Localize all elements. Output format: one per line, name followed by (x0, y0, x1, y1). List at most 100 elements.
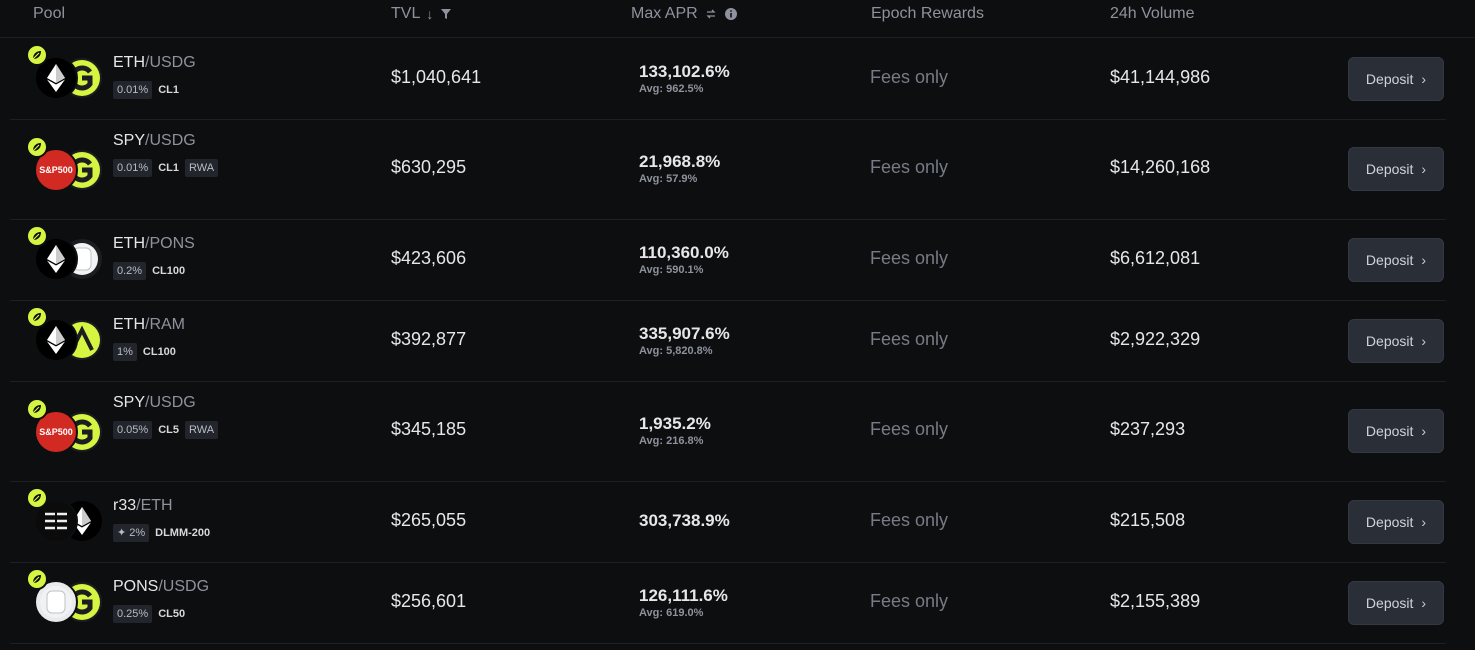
apr-cell: 133,102.6% Avg: 962.5% (639, 62, 730, 95)
pool-pair[interactable]: ETH/RAM (113, 316, 185, 334)
pool-tag-label: CL100 (142, 346, 176, 358)
apr-cell: 110,360.0% Avg: 590.1% (639, 243, 729, 276)
deposit-button[interactable]: Deposit › (1348, 409, 1444, 453)
table-row[interactable]: ETH/PONS 0.2% CL100 $423,606 110,360.0% A… (10, 219, 1446, 301)
leaf-badge-icon (26, 568, 48, 590)
apr-cell: 303,738.9% (639, 511, 730, 531)
pool-logos (26, 306, 106, 364)
table-row[interactable]: PONS/USDG 0.25% CL50 $256,601 126,111.6% … (10, 562, 1446, 644)
header-epoch-label: Epoch Rewards (871, 5, 984, 22)
pool-tags: 0.05% CL5 RWA (113, 421, 233, 439)
pool-pair[interactable]: r33/ETH (113, 497, 173, 515)
tvl-value: $1,040,641 (391, 67, 482, 87)
table-row[interactable]: S&P500 SPY/USDG 0.01% CL1 RWA $630,295 21,… (10, 119, 1446, 220)
max-apr-value: 126,111.6% (639, 586, 728, 605)
pool-logos: S&P500 (26, 136, 106, 194)
header-volume-label: 24h Volume (1110, 5, 1195, 22)
volume-value: $14,260,168 (1110, 157, 1211, 177)
deposit-button[interactable]: Deposit › (1348, 319, 1444, 363)
epoch-rewards-value: Fees only (870, 329, 949, 349)
pool-tag: CL50 (158, 605, 185, 623)
table-row[interactable]: ETH/RAM 1% CL100 $392,877 335,907.6% Avg:… (10, 300, 1446, 382)
avg-apr-value: Avg: 962.5% (639, 83, 704, 95)
pool-quote-token: USDG (149, 132, 196, 149)
column-header-tvl[interactable]: TVL ↓ (391, 5, 453, 23)
deposit-button[interactable]: Deposit › (1348, 500, 1444, 544)
pool-tags: 0.01% CL1 RWA (113, 159, 233, 177)
column-header-epoch-rewards: Epoch Rewards (871, 5, 984, 23)
sp500-icon: S&P500 (34, 410, 78, 454)
pool-separator: / (136, 497, 141, 514)
pool-pair[interactable]: ETH/PONS (113, 235, 195, 253)
sp500-label: S&P500 (39, 165, 73, 175)
deposit-button[interactable]: Deposit › (1348, 57, 1444, 101)
epoch-rewards-value: Fees only (870, 510, 949, 530)
eth-icon (34, 56, 78, 100)
epoch-rewards-value: Fees only (870, 67, 949, 87)
pool-logos (26, 44, 106, 102)
avg-apr-value: Avg: 5,820.8% (639, 345, 713, 357)
header-pool-label: Pool (33, 5, 66, 22)
deposit-button[interactable]: Deposit › (1348, 238, 1444, 282)
swap-icon[interactable] (704, 7, 718, 21)
chevron-right-icon: › (1421, 423, 1427, 439)
pool-tag: 0.01% (113, 81, 153, 99)
pool-separator: / (145, 132, 150, 149)
max-apr-value: 21,968.8% (639, 152, 721, 171)
pool-separator: / (145, 394, 150, 411)
volume-value: $6,612,081 (1110, 248, 1201, 268)
epoch-rewards-value: Fees only (870, 248, 949, 268)
column-header-volume[interactable]: 24h Volume (1110, 5, 1195, 23)
sparkle-icon: ✦ (117, 527, 127, 539)
eth-icon (34, 318, 78, 362)
pool-base-token: r33 (113, 497, 137, 514)
avg-apr-value: Avg: 216.8% (639, 435, 704, 447)
header-apr-label: Max APR (631, 5, 698, 22)
pool-pair[interactable]: ETH/USDG (113, 54, 196, 72)
pool-tag: ✦ 2% (113, 524, 150, 542)
pool-separator: / (145, 54, 150, 71)
pool-tags: 0.25% CL50 (113, 605, 233, 623)
pool-quote-token: USDG (162, 578, 210, 595)
pool-tag-label: CL1 (158, 84, 179, 96)
tvl-value: $423,606 (391, 248, 467, 268)
leaf-badge-icon (26, 44, 48, 66)
pool-tag-label: 0.01% (117, 162, 149, 174)
volume-value: $237,293 (1110, 419, 1186, 439)
deposit-button[interactable]: Deposit › (1348, 147, 1444, 191)
pool-tag-label: RWA (188, 424, 215, 436)
table-row[interactable]: S&P500 SPY/USDG 0.05% CL5 RWA $345,185 1,9… (10, 381, 1446, 482)
pool-logos (26, 487, 106, 545)
eth-icon (34, 237, 78, 281)
deposit-button[interactable]: Deposit › (1348, 581, 1444, 625)
chevron-right-icon: › (1421, 595, 1427, 611)
pool-base-token: PONS (113, 578, 159, 595)
info-icon[interactable] (724, 7, 738, 21)
tvl-value: $392,877 (391, 329, 467, 349)
chevron-right-icon: › (1421, 514, 1427, 530)
pool-pair[interactable]: SPY/USDG (113, 132, 196, 150)
table-header: Pool TVL ↓ Max APR Epoch Rewards 24h Vol… (0, 0, 1475, 38)
pool-tags: 0.2% CL100 (113, 262, 233, 280)
column-header-pool[interactable]: Pool (33, 5, 65, 23)
pool-tag: 0.2% (113, 262, 147, 280)
pool-tag-label: CL1 (158, 162, 179, 174)
pool-pair[interactable]: PONS/USDG (113, 578, 209, 596)
column-header-max-apr[interactable]: Max APR (631, 5, 738, 23)
pool-tag-label: 2% (129, 527, 146, 539)
chevron-right-icon: › (1421, 161, 1427, 177)
pool-tag: CL1 (158, 81, 179, 99)
filter-icon[interactable] (439, 7, 453, 21)
max-apr-value: 133,102.6% (639, 62, 730, 81)
pool-tag-label: DLMM-200 (155, 527, 211, 539)
table-row[interactable]: r33/ETH ✦ 2% DLMM-200 $265,055 303,738.9% … (10, 481, 1446, 563)
sort-desc-icon[interactable]: ↓ (426, 6, 434, 22)
deposit-label: Deposit (1365, 71, 1414, 87)
table-row[interactable]: ETH/USDG 0.01% CL1 $1,040,641 133,102.6% … (10, 38, 1446, 120)
tvl-value: $345,185 (391, 419, 467, 439)
chevron-right-icon: › (1421, 71, 1427, 87)
pool-tag: 1% (113, 343, 137, 361)
max-apr-value: 1,935.2% (639, 414, 711, 433)
pool-separator: / (145, 235, 150, 252)
pool-pair[interactable]: SPY/USDG (113, 394, 196, 412)
